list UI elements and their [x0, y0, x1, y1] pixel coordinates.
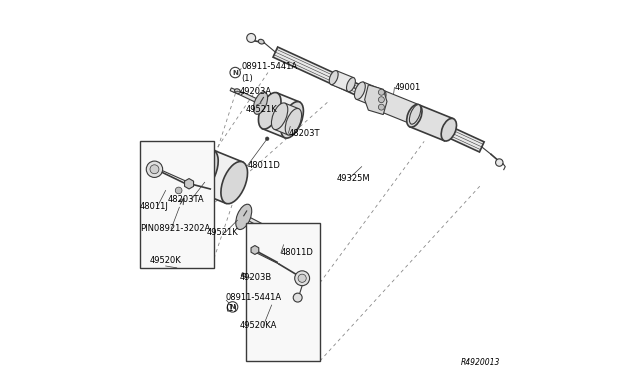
Text: 49203B: 49203B: [240, 273, 272, 282]
Ellipse shape: [375, 90, 386, 108]
Text: 48011J: 48011J: [140, 202, 169, 211]
Ellipse shape: [259, 93, 281, 129]
Ellipse shape: [346, 77, 355, 92]
Text: 08911-5441A: 08911-5441A: [241, 62, 297, 71]
Text: 49203A: 49203A: [240, 87, 272, 96]
Circle shape: [266, 137, 269, 141]
Ellipse shape: [368, 88, 380, 108]
Text: 48011D: 48011D: [281, 248, 314, 257]
Circle shape: [175, 187, 182, 194]
Text: N: N: [232, 70, 238, 76]
Circle shape: [147, 161, 163, 177]
Ellipse shape: [271, 103, 288, 129]
Ellipse shape: [285, 109, 301, 135]
Ellipse shape: [406, 105, 422, 127]
Circle shape: [246, 33, 255, 42]
Circle shape: [150, 165, 159, 174]
Polygon shape: [230, 88, 243, 96]
Ellipse shape: [259, 39, 264, 44]
Polygon shape: [262, 93, 300, 138]
Polygon shape: [273, 47, 484, 152]
Polygon shape: [370, 88, 419, 124]
Text: 49521K: 49521K: [246, 105, 277, 114]
Ellipse shape: [253, 92, 268, 114]
Polygon shape: [241, 273, 250, 279]
Circle shape: [293, 293, 302, 302]
Polygon shape: [275, 103, 299, 135]
Circle shape: [378, 104, 385, 110]
Polygon shape: [410, 105, 453, 141]
Ellipse shape: [246, 275, 252, 279]
Text: 49001: 49001: [394, 83, 420, 92]
Text: PIN08921-3202A: PIN08921-3202A: [140, 224, 210, 233]
Ellipse shape: [355, 82, 365, 99]
Text: R4920013: R4920013: [461, 358, 500, 367]
Text: N: N: [230, 304, 236, 310]
Circle shape: [227, 302, 238, 312]
Ellipse shape: [221, 161, 248, 204]
Polygon shape: [251, 246, 259, 254]
Polygon shape: [365, 85, 387, 115]
Polygon shape: [184, 179, 193, 189]
Text: 49520KA: 49520KA: [240, 321, 277, 330]
Polygon shape: [241, 92, 263, 105]
Text: 49520K: 49520K: [150, 256, 182, 265]
Text: (1): (1): [225, 304, 237, 313]
FancyBboxPatch shape: [140, 141, 214, 268]
Ellipse shape: [410, 105, 420, 124]
Circle shape: [495, 159, 503, 166]
Text: (1): (1): [241, 74, 253, 83]
Ellipse shape: [236, 204, 252, 230]
Text: 48203T: 48203T: [289, 129, 320, 138]
Ellipse shape: [281, 102, 303, 138]
Text: 48203TA: 48203TA: [168, 195, 204, 203]
Polygon shape: [196, 150, 243, 203]
Text: 49325M: 49325M: [337, 174, 371, 183]
Ellipse shape: [441, 118, 456, 141]
Polygon shape: [247, 217, 273, 232]
Ellipse shape: [191, 183, 207, 209]
FancyBboxPatch shape: [246, 223, 320, 361]
Circle shape: [294, 271, 310, 286]
Circle shape: [298, 274, 306, 282]
Polygon shape: [356, 82, 384, 108]
Circle shape: [378, 89, 385, 95]
Ellipse shape: [329, 71, 338, 85]
Text: 49521K: 49521K: [207, 228, 238, 237]
Ellipse shape: [191, 150, 218, 192]
Polygon shape: [331, 71, 354, 92]
Text: 48011D: 48011D: [248, 161, 280, 170]
Text: 08911-5441A: 08911-5441A: [225, 293, 281, 302]
Circle shape: [378, 97, 385, 103]
Circle shape: [282, 241, 285, 245]
Ellipse shape: [234, 89, 240, 93]
Circle shape: [230, 67, 241, 78]
